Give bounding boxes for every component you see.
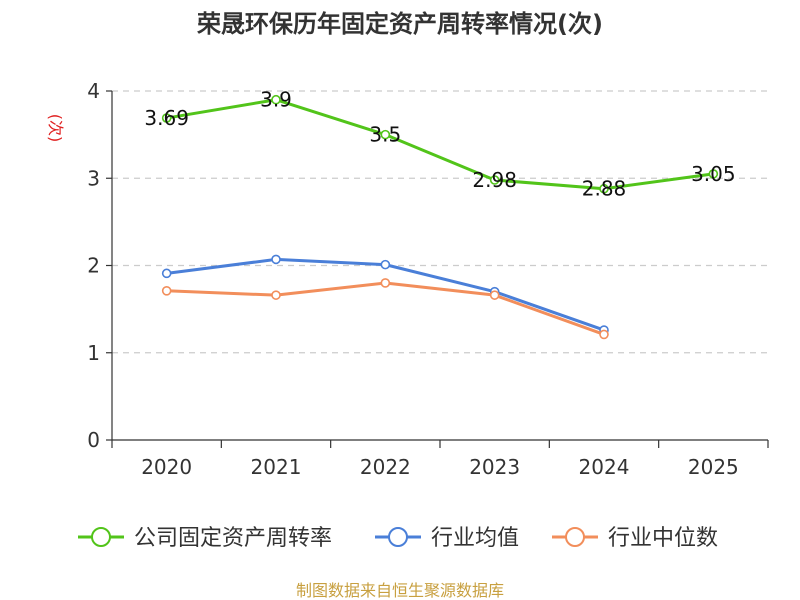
series-line-0 [166, 98, 714, 191]
x-tick-label: 2022 [360, 455, 411, 479]
y-tick-label: 0 [87, 428, 100, 452]
legend-label: 公司固定资产周转率 [134, 526, 332, 551]
data-label: 2.88 [582, 177, 627, 201]
data-point [161, 268, 172, 279]
legend-item: 公司固定资产周转率 [78, 526, 332, 551]
data-point [599, 329, 609, 340]
data-point [489, 175, 500, 185]
data-point [708, 169, 719, 179]
legend-marker [91, 527, 111, 547]
legend-label: 行业中位数 [608, 526, 718, 551]
data-label: 3.05 [691, 162, 736, 186]
y-tick-label: 4 [87, 79, 100, 103]
data-label: 3.5 [369, 123, 401, 147]
axes: 0 1 2 3 4 2020 2021 2022 2023 2024 2025 [87, 79, 769, 479]
data-point [271, 94, 281, 105]
source-note: 制图数据来自恒生聚源数据库 [296, 581, 504, 600]
series-layer: 3.69 3.9 3.5 2.98 2.88 3.05 [144, 88, 736, 340]
data-point [380, 259, 391, 270]
legend-label: 行业均值 [431, 526, 519, 551]
data-point [489, 290, 500, 300]
gridlines [112, 90, 768, 354]
data-point [161, 286, 172, 296]
y-axis-label: (次) [46, 114, 65, 143]
data-point [271, 290, 281, 300]
x-tick-label: 2025 [688, 455, 739, 479]
legend-item: 行业中位数 [552, 526, 718, 551]
series-line-2 [166, 281, 605, 336]
y-tick-label: 1 [87, 341, 100, 365]
data-label: 2.98 [472, 168, 517, 192]
data-point [271, 254, 281, 265]
x-tick-label: 2023 [469, 455, 520, 479]
y-tick-label: 3 [87, 166, 100, 190]
data-label: 3.9 [260, 88, 292, 112]
data-point [599, 183, 609, 194]
data-point [380, 129, 391, 140]
data-label: 3.69 [144, 106, 189, 130]
x-tick-label: 2021 [251, 455, 302, 479]
y-tick-label: 2 [87, 254, 100, 278]
legend-marker [388, 527, 408, 547]
data-point [161, 113, 172, 123]
legend: 公司固定资产周转率 行业均值 行业中位数 [78, 526, 718, 551]
chart-title: 荣晟环保历年固定资产周转率情况(次) [197, 10, 603, 38]
legend-item: 行业均值 [375, 526, 519, 551]
x-tick-label: 2020 [141, 455, 192, 479]
data-point [380, 278, 391, 288]
x-tick-label: 2024 [579, 455, 630, 479]
legend-marker [565, 527, 585, 547]
